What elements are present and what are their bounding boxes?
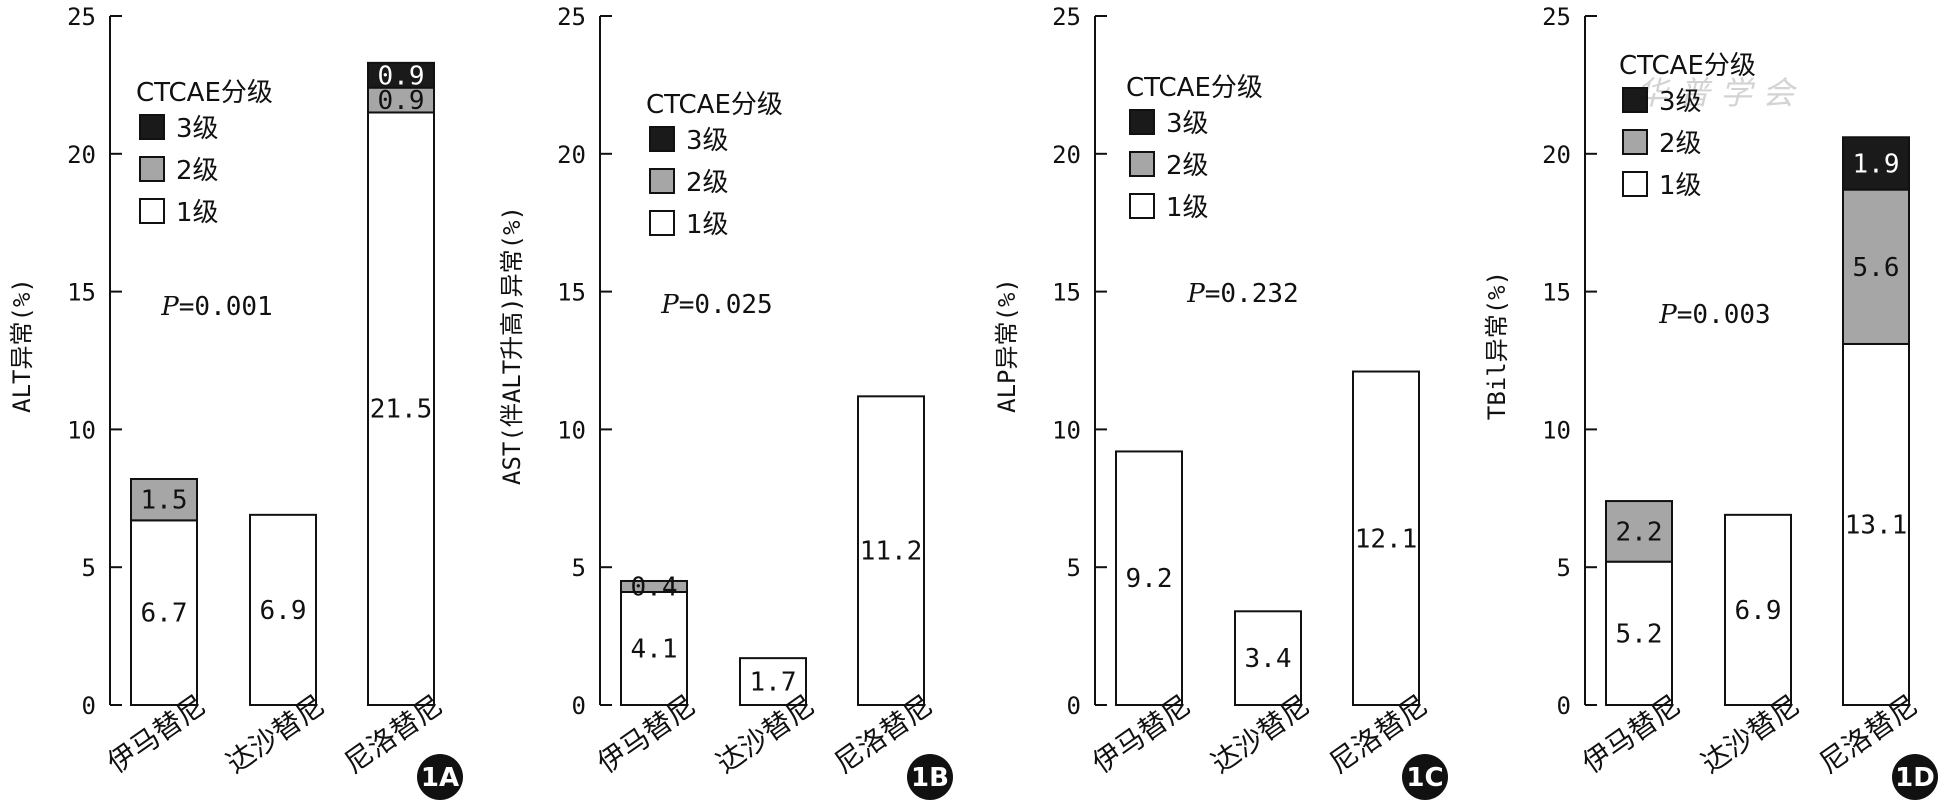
y-tick-label: 5 [572, 554, 586, 582]
legend-label: 1级 [1659, 171, 1702, 201]
y-axis-title: ALP异常(%) [993, 278, 1021, 413]
y-tick-label: 15 [557, 279, 586, 307]
legend-label: 2级 [686, 168, 729, 198]
bar-value-label: 12.1 [1355, 524, 1418, 554]
chart-panel-1b: 0510152025AST(伴ALT升高)异常(%)4.10.4伊马替尼1.7达… [498, 3, 953, 800]
p-value-number: =0.001 [179, 292, 273, 322]
y-tick-label: 15 [1052, 279, 1081, 307]
legend-swatch [1130, 110, 1154, 134]
y-tick-label: 20 [67, 141, 96, 169]
liver-function-abnormality-charts: 0510152025ALT异常(%)6.71.5伊马替尼6.9达沙替尼21.50… [0, 0, 1949, 803]
p-value-text: P=0.003 [1658, 300, 1770, 330]
y-tick-label: 15 [1542, 279, 1571, 307]
p-value-number: =0.003 [1677, 300, 1771, 330]
bar-value-label: 11.2 [860, 537, 923, 567]
bar-value-label: 5.6 [1853, 253, 1900, 283]
legend-label: 1级 [686, 210, 729, 240]
bar-value-label: 5.2 [1616, 619, 1663, 649]
bar-value-label: 1.5 [141, 486, 188, 516]
p-value-symbol: P [1658, 300, 1677, 330]
p-value-symbol: P [660, 290, 679, 320]
legend-label: 3级 [686, 126, 729, 156]
panel-badge-label: 1C [1406, 763, 1443, 793]
bar-value-label: 13.1 [1845, 510, 1908, 540]
legend-label: 1级 [1166, 193, 1209, 223]
p-value-text: P=0.232 [1186, 279, 1298, 309]
bar-value-label: 0.9 [378, 61, 425, 91]
legend-swatch [650, 211, 674, 235]
legend-label: 1级 [176, 198, 219, 228]
legend-title: CTCAE分级 [136, 78, 273, 108]
panel-badge-label: 1B [911, 763, 949, 793]
y-tick-label: 5 [1067, 554, 1081, 582]
chart-panel-1c: 0510152025ALP异常(%)9.2伊马替尼3.4达沙替尼12.1尼洛替尼… [993, 3, 1448, 800]
legend-label: 2级 [1166, 151, 1209, 181]
p-value-symbol: P [1186, 279, 1205, 309]
bar-value-label: 1.9 [1853, 149, 1900, 179]
legend-title: CTCAE分级 [1126, 73, 1263, 103]
p-value-text: P=0.025 [660, 290, 772, 320]
legend-swatch [140, 157, 164, 181]
legend-swatch [1130, 194, 1154, 218]
y-tick-label: 25 [557, 3, 586, 31]
chart-panel-1a: 0510152025ALT异常(%)6.71.5伊马替尼6.9达沙替尼21.50… [8, 3, 463, 800]
y-tick-label: 25 [1052, 3, 1081, 31]
p-value-number: =0.232 [1205, 279, 1299, 309]
legend-label: 3级 [1166, 109, 1209, 139]
y-tick-label: 10 [1542, 416, 1571, 444]
y-tick-label: 5 [82, 554, 96, 582]
bar-value-label: 21.5 [370, 395, 433, 425]
y-tick-label: 10 [1052, 416, 1081, 444]
y-tick-label: 20 [557, 141, 586, 169]
y-tick-label: 15 [67, 279, 96, 307]
legend-label: 2级 [1659, 129, 1702, 159]
p-value-symbol: P [160, 292, 179, 322]
y-tick-label: 0 [1067, 692, 1081, 720]
y-tick-label: 25 [67, 3, 96, 31]
y-tick-label: 20 [1052, 141, 1081, 169]
bar-value-label: 1.7 [750, 668, 797, 698]
legend-swatch [1130, 152, 1154, 176]
legend-swatch [650, 127, 674, 151]
panel-badge-label: 1A [421, 763, 459, 793]
y-tick-label: 0 [1557, 692, 1571, 720]
watermark-text: 华 普 学 会 [1636, 74, 1798, 112]
y-axis-title: TBil异常(%) [1483, 271, 1511, 420]
y-tick-label: 10 [557, 416, 586, 444]
bar-value-label: 6.7 [141, 599, 188, 629]
legend-swatch [140, 115, 164, 139]
legend-swatch [650, 169, 674, 193]
y-axis-title: ALT异常(%) [8, 278, 36, 413]
p-value-text: P=0.001 [160, 292, 272, 322]
legend-swatch [1623, 172, 1647, 196]
bar-value-label: 4.1 [631, 635, 678, 665]
bar-value-label: 6.9 [1735, 596, 1782, 626]
bar-value-label: 9.2 [1126, 564, 1173, 594]
legend-label: 3级 [176, 114, 219, 144]
legend-title: CTCAE分级 [646, 90, 783, 120]
y-tick-label: 25 [1542, 3, 1571, 31]
bar-value-label: 2.2 [1616, 517, 1663, 547]
bar-value-label: 3.4 [1245, 644, 1292, 674]
y-tick-label: 0 [572, 692, 586, 720]
bar-value-label: 6.9 [260, 596, 307, 626]
p-value-number: =0.025 [679, 290, 773, 320]
y-tick-label: 0 [82, 692, 96, 720]
chart-panel-1d: 0510152025TBil异常(%)5.22.2伊马替尼6.9达沙替尼13.1… [1483, 3, 1938, 800]
panel-badge-label: 1D [1895, 763, 1935, 793]
y-tick-label: 5 [1557, 554, 1571, 582]
bar-value-label: 0.4 [631, 572, 678, 602]
legend-label: 2级 [176, 156, 219, 186]
y-tick-label: 20 [1542, 141, 1571, 169]
y-tick-label: 10 [67, 416, 96, 444]
y-axis-title: AST(伴ALT升高)异常(%) [498, 206, 526, 485]
legend-swatch [140, 199, 164, 223]
legend-swatch [1623, 130, 1647, 154]
